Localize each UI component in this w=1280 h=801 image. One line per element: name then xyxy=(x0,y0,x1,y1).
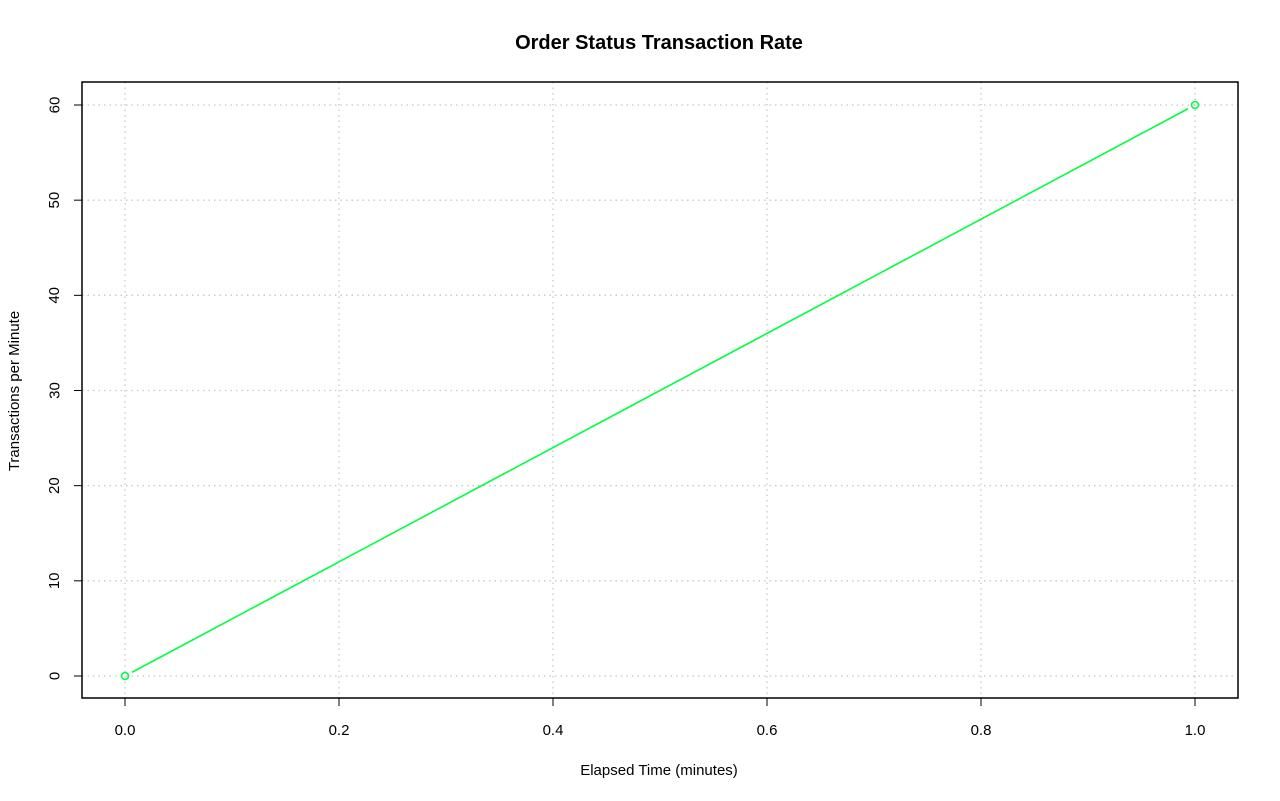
x-tick-label: 0.6 xyxy=(757,722,778,739)
data-point xyxy=(120,671,130,681)
y-tick-label: 50 xyxy=(46,192,63,209)
y-axis-label: Transactions per Minute xyxy=(6,311,23,471)
y-tick-label: 60 xyxy=(46,97,63,114)
series-line-segment xyxy=(131,108,1189,673)
y-tick-label: 30 xyxy=(46,382,63,399)
y-tick-label: 20 xyxy=(46,477,63,494)
x-axis-label: Elapsed Time (minutes) xyxy=(580,762,738,779)
y-tick-label: 0 xyxy=(46,672,63,680)
axes: 0.0 0.2 0.4 0.6 0.8 1.0 0 10 20 30 40 50 60 xyxy=(46,97,1205,739)
x-tick-label: 0.2 xyxy=(329,722,350,739)
x-tick-label: 0.0 xyxy=(115,722,136,739)
y-tick-label: 10 xyxy=(46,572,63,589)
series xyxy=(120,100,1200,681)
y-tick-label: 40 xyxy=(46,287,63,304)
x-tick-label: 0.8 xyxy=(971,722,992,739)
x-tick-label: 0.4 xyxy=(543,722,564,739)
x-tick-label: 1.0 xyxy=(1185,722,1206,739)
chart-title: Order Status Transaction Rate xyxy=(515,32,803,54)
data-point xyxy=(1190,100,1200,110)
plot-frame xyxy=(81,81,1239,699)
